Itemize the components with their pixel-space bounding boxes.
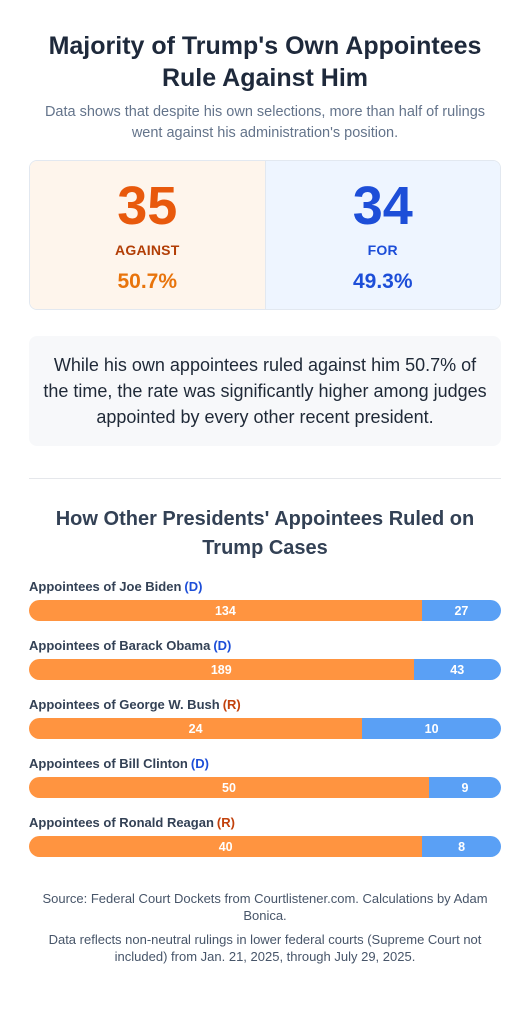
bar-category-label: Appointees of Joe Biden (D) (29, 579, 501, 595)
bar-row: Appointees of Ronald Reagan (R) 40 8 (29, 815, 501, 874)
against-bar-segment: 189 (29, 659, 414, 680)
bar-category-label: Appointees of Barack Obama (D) (29, 638, 501, 654)
stats-panel: 35 AGAINST 50.7% 34 FOR 49.3% (29, 160, 501, 310)
for-bar-segment: 9 (429, 777, 501, 798)
against-percent: 50.7% (117, 270, 178, 293)
bar-row: Appointees of Bill Clinton (D) 50 9 (29, 756, 501, 815)
stacked-bar-chart: Appointees of Joe Biden (D) 134 27 Appointee… (29, 579, 501, 874)
for-label: FOR (367, 242, 398, 258)
against-bar-segment: 134 (29, 600, 422, 621)
against-label: AGAINST (115, 242, 180, 258)
for-bar-segment: 10 (362, 718, 501, 739)
against-bar-segment: 24 (29, 718, 363, 739)
bar-row: Appointees of George W. Bush (R) 24 10 (29, 697, 501, 756)
category-name: Appointees of Bill Clinton (29, 756, 188, 771)
page-title: Majority of Trump's Own Appointees Rule … (48, 32, 482, 92)
stacked-bar: 134 27 (29, 600, 501, 621)
page-subtitle: Data shows that despite his own selectio… (44, 104, 486, 141)
summary-note: While his own appointees ruled against h… (29, 336, 501, 446)
against-count: 35 (117, 176, 178, 236)
bar-category-label: Appointees of George W. Bush (R) (29, 697, 501, 713)
chart-title: How Other Presidents' Appointees Ruled o… (55, 508, 475, 559)
party-tag: (D) (184, 579, 203, 594)
category-name: Appointees of Joe Biden (29, 579, 182, 594)
against-stat-card: 35 AGAINST 50.7% (30, 161, 266, 309)
footer: Source: Federal Court Dockets from Court… (29, 890, 501, 965)
stacked-bar: 189 43 (29, 659, 501, 680)
party-tag: (D) (213, 638, 232, 653)
stacked-bar: 40 8 (29, 836, 501, 857)
party-tag: (R) (222, 697, 241, 712)
category-name: Appointees of George W. Bush (29, 697, 220, 712)
bar-row: Appointees of Barack Obama (D) 189 43 (29, 638, 501, 697)
for-bar-segment: 27 (421, 600, 501, 621)
party-tag: (R) (216, 815, 235, 830)
source-note: Source: Federal Court Dockets from Court… (42, 891, 488, 923)
section-divider (29, 478, 501, 479)
for-percent: 49.3% (352, 270, 413, 293)
for-bar-segment: 43 (413, 659, 501, 680)
for-bar-segment: 8 (422, 836, 501, 857)
category-name: Appointees of Barack Obama (29, 638, 211, 653)
stacked-bar: 50 9 (29, 777, 501, 798)
data-note: Data reflects non-neutral rulings in low… (48, 932, 482, 964)
infographic: Majority of Trump's Own Appointees Rule … (0, 30, 530, 1030)
against-bar-segment: 40 (29, 836, 423, 857)
bar-category-label: Appointees of Ronald Reagan (R) (29, 815, 501, 831)
bar-row: Appointees of Joe Biden (D) 134 27 (29, 579, 501, 638)
category-name: Appointees of Ronald Reagan (29, 815, 214, 830)
for-count: 34 (352, 176, 413, 236)
bar-category-label: Appointees of Bill Clinton (D) (29, 756, 501, 772)
for-stat-card: 34 FOR 49.3% (265, 161, 500, 309)
stacked-bar: 24 10 (29, 718, 501, 739)
against-bar-segment: 50 (29, 777, 429, 798)
party-tag: (D) (190, 756, 209, 771)
